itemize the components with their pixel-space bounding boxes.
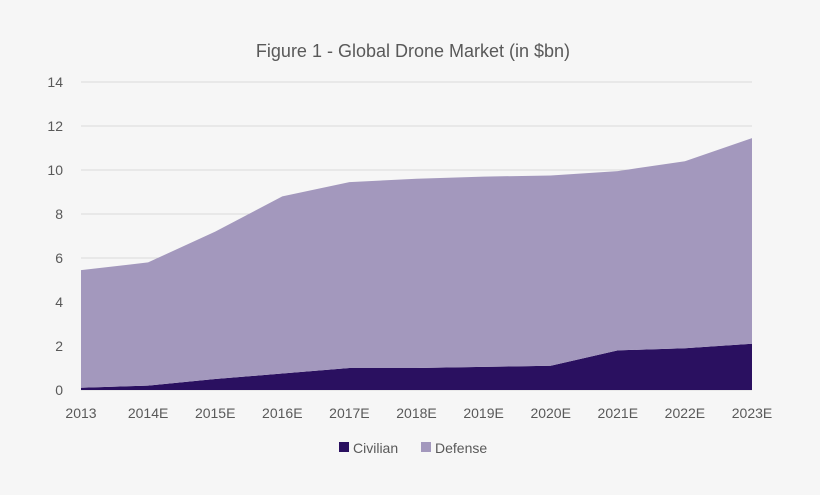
x-tick-label: 2016E [262,405,302,421]
y-tick-label: 0 [55,382,63,398]
x-tick-label: 2015E [195,405,235,421]
x-tick-label: 2013 [65,405,96,421]
y-tick-label: 8 [55,206,63,222]
y-tick-label: 10 [47,162,63,178]
legend-label-civilian: Civilian [353,440,398,456]
x-tick-label: 2021E [598,405,638,421]
legend: Civilian Defense [339,440,487,456]
x-tick-label: 2018E [396,405,436,421]
y-tick-label: 2 [55,338,63,354]
legend-swatch-defense [421,442,431,452]
y-tick-label: 14 [47,74,63,90]
y-tick-label: 12 [47,118,63,134]
y-tick-label: 6 [55,250,63,266]
x-tick-label: 2019E [463,405,503,421]
x-tick-label: 2022E [665,405,705,421]
x-tick-label: 2014E [128,405,168,421]
x-tick-label: 2023E [732,405,772,421]
chart-title: Figure 1 - Global Drone Market (in $bn) [256,41,570,61]
legend-swatch-civilian [339,442,349,452]
area-civilian [81,343,752,390]
legend-label-defense: Defense [435,440,487,456]
x-tick-label: 2020E [530,405,570,421]
x-tick-label: 2017E [329,405,369,421]
area-defense [81,138,752,388]
y-tick-label: 4 [55,294,63,310]
